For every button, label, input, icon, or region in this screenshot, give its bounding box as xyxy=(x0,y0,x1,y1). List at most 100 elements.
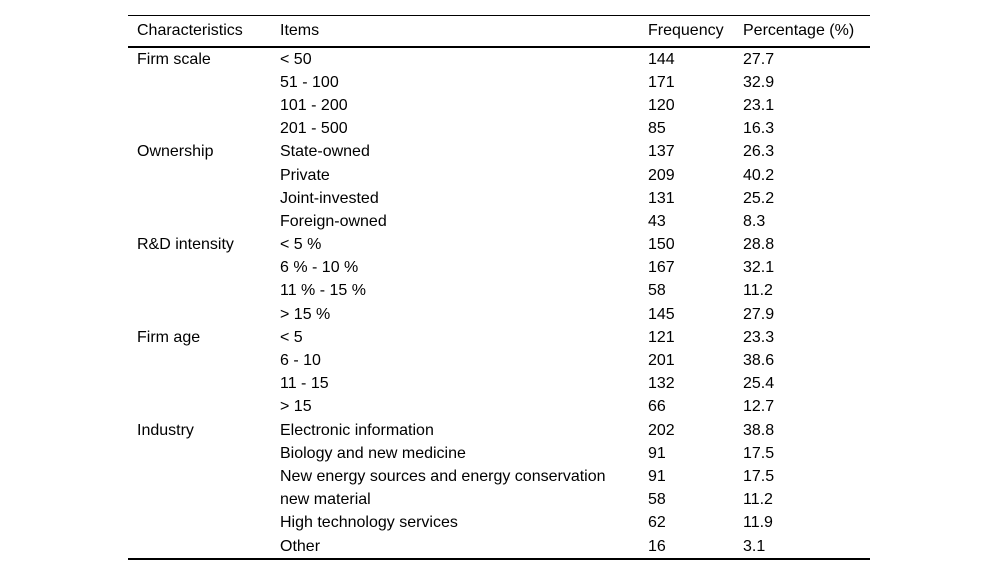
frequency-cell: 66 xyxy=(648,398,666,416)
characteristic-cell xyxy=(128,257,280,280)
frequency-cell: 201 xyxy=(648,352,675,370)
table-row: Foreign-owned 43 8.3 xyxy=(128,210,870,233)
characteristic-cell xyxy=(128,489,280,512)
percentage-cell: 23.1 xyxy=(743,96,775,114)
characteristic-cell: Industry xyxy=(137,421,194,439)
header-frequency: Frequency xyxy=(648,15,743,48)
percentage-cell: 32.9 xyxy=(743,73,775,91)
characteristic-cell xyxy=(128,164,280,187)
characteristic-cell xyxy=(128,118,280,141)
frequency-cell: 58 xyxy=(648,491,666,509)
percentage-cell: 28.8 xyxy=(743,236,775,254)
percentage-cell: 38.8 xyxy=(743,421,775,439)
table-row: 201 - 500 85 16.3 xyxy=(128,118,870,141)
item-cell: Joint-invested xyxy=(280,189,379,207)
characteristic-cell xyxy=(128,280,280,303)
table-row: Biology and new medicine 91 17.5 xyxy=(128,442,870,465)
percentage-cell: 3.1 xyxy=(743,537,766,555)
table-row: Firm scale < 50 144 27.7 xyxy=(128,47,870,71)
percentage-cell: 26.3 xyxy=(743,143,775,161)
table-row: 6 - 10 201 38.6 xyxy=(128,349,870,372)
percentage-cell: 27.9 xyxy=(743,305,775,323)
characteristic-cell xyxy=(128,535,280,559)
table-row: 101 - 200 120 23.1 xyxy=(128,94,870,117)
item-cell: 11 - 15 xyxy=(280,375,329,393)
table-row: Firm age < 5 121 23.3 xyxy=(128,326,870,349)
frequency-cell: 91 xyxy=(648,444,666,462)
frequency-cell: 62 xyxy=(648,514,666,532)
frequency-cell: 171 xyxy=(648,73,675,91)
percentage-cell: 40.2 xyxy=(743,166,775,184)
characteristic-cell xyxy=(128,94,280,117)
header-percentage: Percentage (%) xyxy=(743,15,870,48)
item-cell: < 5 % xyxy=(280,236,322,254)
table-row: Other 16 3.1 xyxy=(128,535,870,559)
item-cell: 6 - 10 xyxy=(280,352,321,370)
item-cell: < 5 xyxy=(280,328,303,346)
frequency-cell: 167 xyxy=(648,259,675,277)
sample-characteristics-table: Characteristics Items Frequency Percenta… xyxy=(128,15,870,561)
percentage-cell: 17.5 xyxy=(743,444,775,462)
characteristic-cell xyxy=(128,465,280,488)
item-cell: < 50 xyxy=(280,50,312,68)
characteristic-cell xyxy=(128,349,280,372)
header-items: Items xyxy=(280,15,648,48)
percentage-cell: 23.3 xyxy=(743,328,775,346)
characteristic-cell xyxy=(128,442,280,465)
frequency-cell: 145 xyxy=(648,305,675,323)
item-cell: 11 % - 15 % xyxy=(280,282,366,300)
percentage-cell: 38.6 xyxy=(743,352,775,370)
item-cell: State-owned xyxy=(280,143,370,161)
item-cell: 101 - 200 xyxy=(280,96,348,114)
frequency-cell: 43 xyxy=(648,212,666,230)
item-cell: new material xyxy=(280,491,371,509)
percentage-cell: 17.5 xyxy=(743,467,775,485)
frequency-cell: 85 xyxy=(648,120,666,138)
table-header: Characteristics Items Frequency Percenta… xyxy=(128,15,870,48)
frequency-cell: 91 xyxy=(648,467,666,485)
frequency-cell: 131 xyxy=(648,189,675,207)
characteristic-cell xyxy=(128,512,280,535)
characteristic-cell: Firm scale xyxy=(137,50,211,68)
table-row: New energy sources and energy conservati… xyxy=(128,465,870,488)
table-row: 11 - 15 132 25.4 xyxy=(128,373,870,396)
frequency-cell: 209 xyxy=(648,166,675,184)
table-row: Private 209 40.2 xyxy=(128,164,870,187)
table-row: new material 58 11.2 xyxy=(128,489,870,512)
frequency-cell: 150 xyxy=(648,236,675,254)
characteristic-cell xyxy=(128,396,280,419)
table-row: R&D intensity < 5 % 150 28.8 xyxy=(128,234,870,257)
characteristic-cell: Ownership xyxy=(137,143,214,161)
percentage-cell: 32.1 xyxy=(743,259,775,277)
characteristic-cell xyxy=(128,373,280,396)
characteristic-cell xyxy=(128,303,280,326)
header-row: Characteristics Items Frequency Percenta… xyxy=(128,15,870,48)
percentage-cell: 11.2 xyxy=(743,491,773,509)
header-characteristics: Characteristics xyxy=(128,15,280,48)
table-body: Firm scale < 50 144 27.7 51 - 100 171 32.9 101 … xyxy=(128,47,870,559)
table-row: Industry Electronic information 202 38.8 xyxy=(128,419,870,442)
item-cell: New energy sources and energy conservati… xyxy=(280,467,606,485)
item-cell: Biology and new medicine xyxy=(280,444,466,462)
item-cell: 201 - 500 xyxy=(280,120,348,138)
frequency-cell: 202 xyxy=(648,421,675,439)
table-row: > 15 % 145 27.9 xyxy=(128,303,870,326)
percentage-cell: 27.7 xyxy=(743,50,775,68)
frequency-cell: 132 xyxy=(648,375,675,393)
frequency-cell: 16 xyxy=(648,537,666,555)
item-cell: > 15 xyxy=(280,398,312,416)
table-row: Ownership State-owned 137 26.3 xyxy=(128,141,870,164)
item-cell: Private xyxy=(280,166,330,184)
table-row: 51 - 100 171 32.9 xyxy=(128,71,870,94)
frequency-cell: 120 xyxy=(648,96,675,114)
percentage-cell: 16.3 xyxy=(743,120,775,138)
item-cell: 6 % - 10 % xyxy=(280,259,359,277)
item-cell: Electronic information xyxy=(280,421,434,439)
percentage-cell: 25.2 xyxy=(743,189,775,207)
frequency-cell: 144 xyxy=(648,50,675,68)
frequency-cell: 137 xyxy=(648,143,675,161)
table-row: > 15 66 12.7 xyxy=(128,396,870,419)
item-cell: Foreign-owned xyxy=(280,212,387,230)
percentage-cell: 25.4 xyxy=(743,375,775,393)
characteristic-cell xyxy=(128,71,280,94)
